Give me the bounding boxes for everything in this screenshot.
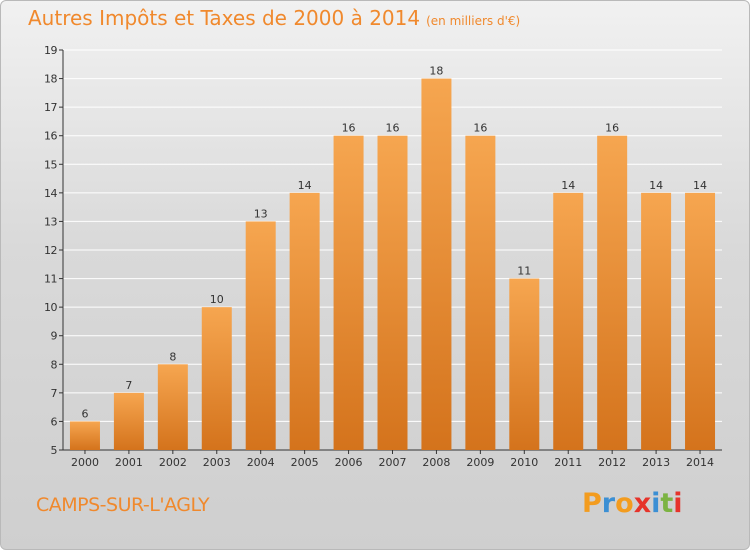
y-tick-label: 10 (44, 301, 57, 314)
bar (289, 192, 320, 450)
bar-value-label: 10 (210, 293, 224, 306)
x-tick-label: 2008 (422, 456, 450, 469)
chart-title-text: Autres Impôts et Taxes de 2000 à 2014 (28, 6, 421, 30)
x-tick-label: 2014 (686, 456, 714, 469)
bar (69, 421, 100, 450)
bar (641, 192, 672, 450)
logo-letter: t (660, 488, 674, 519)
logo-letter: o (615, 488, 634, 519)
bar (685, 192, 716, 450)
labels: 5 6 7 8 9 10 11 12 13 14 15 16 17 18 19 6 2000 7 2001 8 2002… (44, 44, 714, 469)
x-tick-label: 2011 (554, 456, 582, 469)
x-tick-label: 2007 (379, 456, 407, 469)
bar (465, 135, 496, 450)
logo-letter: i (651, 488, 661, 519)
logo-letter: r (601, 488, 616, 519)
bar (157, 364, 188, 450)
x-tick-label: 2002 (159, 456, 187, 469)
y-tick-label: 19 (44, 44, 57, 57)
bar (333, 135, 364, 450)
bar-value-label: 16 (473, 122, 487, 135)
logo-letter: P (582, 488, 602, 519)
bar-value-label: 7 (125, 379, 132, 392)
bar (113, 392, 144, 450)
x-tick-label: 2003 (203, 456, 231, 469)
bar-value-label: 11 (517, 265, 531, 278)
x-tick-label: 2005 (291, 456, 319, 469)
y-tick-label: 12 (44, 244, 57, 257)
bar-value-label: 14 (649, 179, 663, 192)
chart-subtitle: (en milliers d'€) (426, 14, 521, 28)
bar (509, 278, 540, 450)
y-tick-label: 6 (51, 415, 58, 428)
bar (597, 135, 628, 450)
bar-value-label: 14 (693, 179, 707, 192)
bar-value-label: 8 (169, 350, 176, 363)
x-tick-label: 2000 (71, 456, 99, 469)
logo-letter: x (633, 488, 652, 519)
y-tick-label: 11 (44, 273, 57, 286)
y-tick-label: 14 (44, 187, 57, 200)
bar (377, 135, 408, 450)
bar (421, 78, 452, 451)
y-tick-label: 18 (44, 73, 57, 86)
bar (245, 221, 276, 450)
chart-title: Autres Impôts et Taxes de 2000 à 2014 (en… (28, 6, 520, 30)
proxiti-logo[interactable]: Proxiti (582, 488, 683, 519)
y-tick-label: 16 (44, 130, 57, 143)
x-tick-label: 2009 (466, 456, 494, 469)
bar-value-label: 16 (386, 122, 400, 135)
bar-value-label: 14 (298, 179, 312, 192)
bar-value-label: 14 (561, 179, 575, 192)
y-tick-label: 15 (44, 158, 57, 171)
y-tick-label: 5 (51, 444, 58, 457)
bar (553, 192, 584, 450)
y-tick-label: 13 (44, 215, 57, 228)
y-tick-label: 8 (51, 358, 58, 371)
x-tick-label: 2010 (510, 456, 538, 469)
x-tick-label: 2006 (335, 456, 363, 469)
bars (69, 78, 716, 451)
y-tick-label: 9 (51, 330, 58, 343)
bar-value-label: 18 (429, 65, 443, 78)
bar-value-label: 16 (605, 122, 619, 135)
bar (201, 307, 232, 450)
y-tick-label: 7 (51, 387, 58, 400)
x-tick-label: 2013 (642, 456, 670, 469)
x-tick-label: 2001 (115, 456, 143, 469)
commune-name: CAMPS-SUR-L'AGLY (36, 494, 210, 516)
y-tick-label: 17 (44, 101, 57, 114)
bar-value-label: 16 (342, 122, 356, 135)
logo-letter: i (673, 488, 683, 519)
x-tick-label: 2012 (598, 456, 626, 469)
bar-value-label: 6 (81, 407, 88, 420)
x-tick-label: 2004 (247, 456, 275, 469)
bar-value-label: 13 (254, 207, 268, 220)
